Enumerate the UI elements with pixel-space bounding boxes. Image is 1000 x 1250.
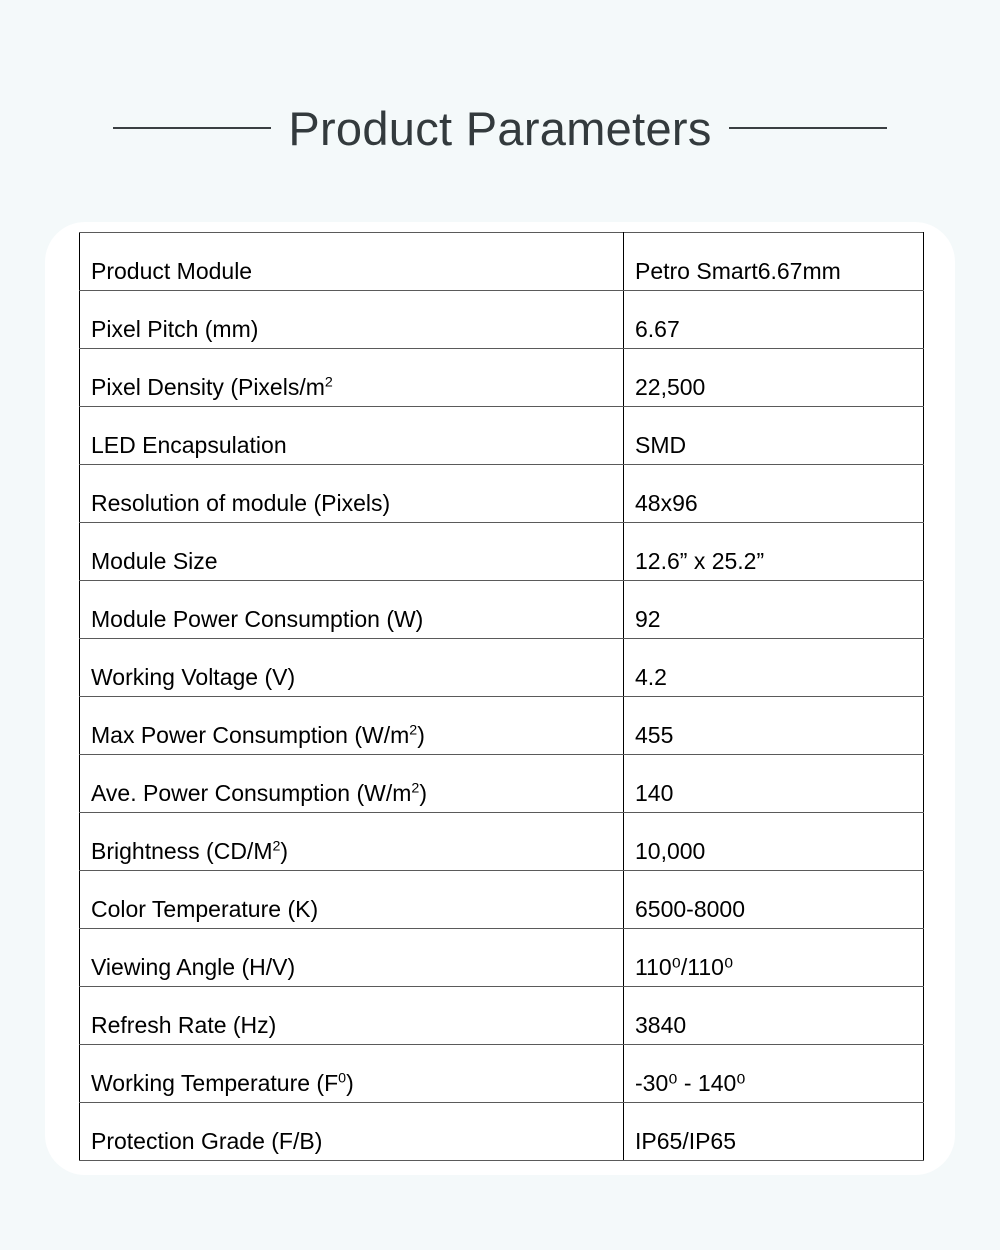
table-row: Working Temperature (F0) -30⁰ - 140⁰ (79, 1044, 924, 1103)
spec-value-cell: 4.2 (623, 638, 924, 697)
page-title: Product Parameters (288, 101, 712, 155)
table-row: Ave. Power Consumption (W/m2) 140 (79, 754, 924, 813)
superscript: 2 (409, 722, 418, 739)
table-row: Protection Grade (F/B) IP65/IP65 (79, 1102, 924, 1161)
spec-label-cell: Pixel Pitch (mm) (79, 290, 624, 349)
title-rule-left-icon (113, 127, 272, 129)
spec-value-cell: IP65/IP65 (623, 1102, 924, 1161)
table-row: Module Size 12.6” x 25.2” (79, 522, 924, 581)
table-body: Product Module Petro Smart6.67mm Pixel Pit… (79, 232, 924, 1161)
superscript: 2 (411, 780, 420, 797)
table-row: Pixel Density (Pixels/m2 22,500 (79, 348, 924, 407)
spec-value-cell: 6500-8000 (623, 870, 924, 929)
spec-value-cell: 140 (623, 754, 924, 813)
spec-value-cell: 6.67 (623, 290, 924, 349)
spec-value-cell: SMD (623, 406, 924, 465)
table-row: Brightness (CD/M2) 10,000 (79, 812, 924, 871)
spec-label-cell: Resolution of module (Pixels) (79, 464, 624, 523)
spec-label-cell: Protection Grade (F/B) (79, 1102, 624, 1161)
superscript: 2 (324, 374, 333, 391)
spec-label-cell: Refresh Rate (Hz) (79, 986, 624, 1045)
spec-label-cell: Module Size (79, 522, 624, 581)
spec-value-cell: 110⁰/110⁰ (623, 928, 924, 987)
spec-label-cell: Ave. Power Consumption (W/m2) (79, 754, 624, 813)
product-parameters-table: Product Module Petro Smart6.67mm Pixel Pit… (79, 232, 924, 1161)
spec-label-cell: LED Encapsulation (79, 406, 624, 465)
table-row: Product Module Petro Smart6.67mm (79, 232, 924, 291)
superscript: 0 (338, 1070, 347, 1087)
spec-value-cell: 455 (623, 696, 924, 755)
table-row: Resolution of module (Pixels) 48x96 (79, 464, 924, 523)
table-row: LED Encapsulation SMD (79, 406, 924, 465)
spec-value-cell: Petro Smart6.67mm (623, 232, 924, 291)
spec-label-cell: Working Temperature (F0) (79, 1044, 624, 1103)
table-row: Pixel Pitch (mm) 6.67 (79, 290, 924, 349)
spec-value-cell: 92 (623, 580, 924, 639)
table-row: Color Temperature (K) 6500-8000 (79, 870, 924, 929)
spec-label-cell: Viewing Angle (H/V) (79, 928, 624, 987)
spec-label-cell: Max Power Consumption (W/m2) (79, 696, 624, 755)
spec-label-cell: Product Module (79, 232, 624, 291)
spec-label-cell: Color Temperature (K) (79, 870, 624, 929)
table-row: Module Power Consumption (W) 92 (79, 580, 924, 639)
table-row: Refresh Rate (Hz) 3840 (79, 986, 924, 1045)
superscript: 2 (272, 838, 281, 855)
spec-label-cell: Module Power Consumption (W) (79, 580, 624, 639)
spec-value-cell: 3840 (623, 986, 924, 1045)
spec-value-cell: 22,500 (623, 348, 924, 407)
spec-label-cell: Working Voltage (V) (79, 638, 624, 697)
table-row: Working Voltage (V) 4.2 (79, 638, 924, 697)
spec-value-cell: 12.6” x 25.2” (623, 522, 924, 581)
spec-label-cell: Pixel Density (Pixels/m2 (79, 348, 624, 407)
spec-value-cell: 10,000 (623, 812, 924, 871)
spec-value-cell: 48x96 (623, 464, 924, 523)
table-row: Viewing Angle (H/V) 110⁰/110⁰ (79, 928, 924, 987)
spec-label-cell: Brightness (CD/M2) (79, 812, 624, 871)
page-title-block: Product Parameters (0, 88, 1000, 168)
table-row: Max Power Consumption (W/m2) 455 (79, 696, 924, 755)
spec-value-cell: -30⁰ - 140⁰ (623, 1044, 924, 1103)
title-rule-right-icon (728, 127, 887, 129)
